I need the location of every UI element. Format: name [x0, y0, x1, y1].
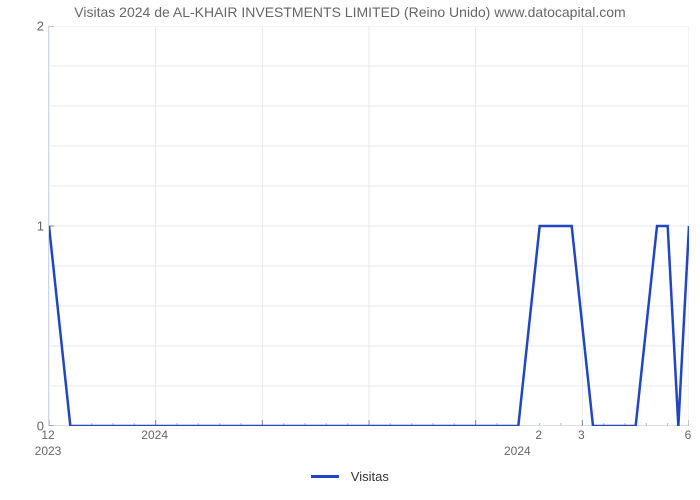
x-tick-label: 2024 — [141, 428, 168, 442]
chart-title: Visitas 2024 de AL-KHAIR INVESTMENTS LIM… — [0, 4, 700, 20]
legend-label: Visitas — [351, 469, 389, 484]
y-tick-label: 1 — [4, 219, 44, 234]
y-tick-label: 0 — [4, 419, 44, 434]
x-tick-secondary-label: 2023 — [35, 444, 62, 458]
legend: Visitas — [0, 468, 700, 484]
plot-svg — [49, 26, 689, 426]
x-tick-label: 12 — [41, 428, 54, 442]
grid — [49, 26, 689, 426]
x-tick-label: 3 — [578, 428, 585, 442]
x-tick-label: 2 — [535, 428, 542, 442]
legend-swatch — [311, 475, 339, 478]
y-tick-label: 2 — [4, 19, 44, 34]
chart-container: Visitas 2024 de AL-KHAIR INVESTMENTS LIM… — [0, 0, 700, 500]
x-tick-label: 6 — [685, 428, 692, 442]
x-tick-secondary-label: 2024 — [504, 444, 531, 458]
plot-area — [48, 26, 688, 426]
